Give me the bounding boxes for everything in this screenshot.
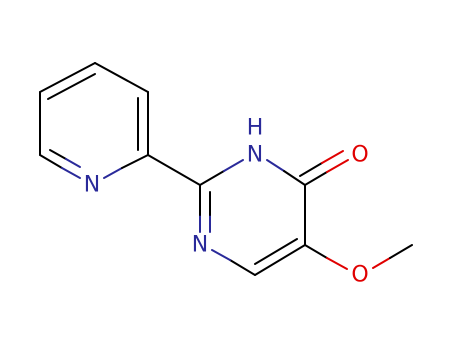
bond xyxy=(254,244,306,276)
atom-label: O xyxy=(351,143,368,168)
bond xyxy=(39,154,63,169)
atom-label: H xyxy=(247,116,264,141)
bond xyxy=(321,150,344,164)
bond xyxy=(304,171,328,186)
bond xyxy=(372,257,391,269)
bond xyxy=(199,170,225,186)
bond xyxy=(266,159,285,172)
bond xyxy=(65,158,81,168)
bond xyxy=(211,249,231,261)
atom-label: N xyxy=(247,143,263,168)
bond xyxy=(299,162,323,177)
bonds xyxy=(39,62,413,276)
bond xyxy=(49,149,67,160)
bond xyxy=(39,62,96,93)
bond xyxy=(94,62,149,93)
bond xyxy=(147,154,201,186)
bond xyxy=(103,167,123,179)
bond xyxy=(61,167,81,179)
atom-label: O xyxy=(351,263,368,288)
atom-label: N xyxy=(192,233,208,258)
bond xyxy=(389,244,413,259)
bond xyxy=(254,238,298,265)
bond xyxy=(326,159,349,173)
bond xyxy=(283,170,306,186)
atom-label: N xyxy=(84,173,100,198)
bond xyxy=(326,257,348,270)
bond xyxy=(223,159,244,172)
bond xyxy=(304,244,328,259)
bond xyxy=(121,154,149,169)
bond xyxy=(229,259,256,276)
bond xyxy=(47,73,96,100)
